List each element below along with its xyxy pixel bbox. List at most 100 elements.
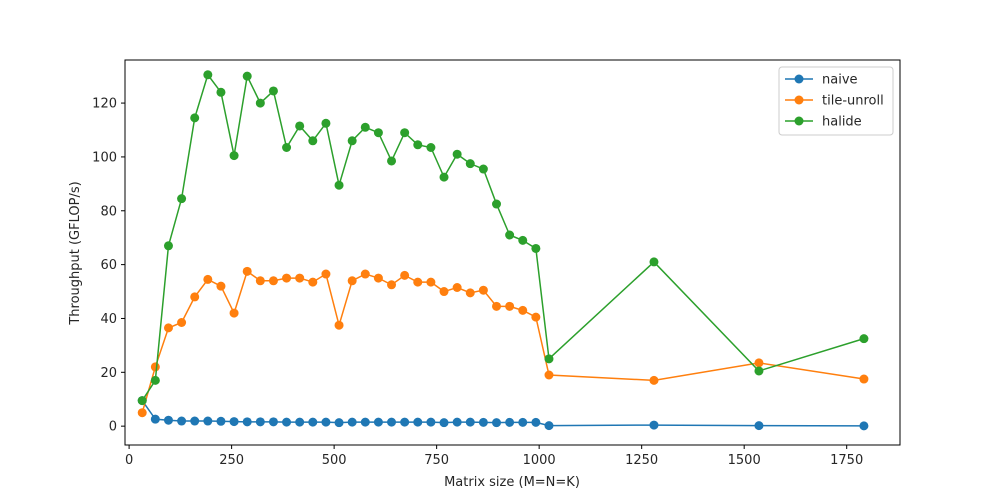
data-point-naive xyxy=(400,417,410,427)
legend-label: tile-unroll xyxy=(822,94,884,109)
data-point-tile-unroll xyxy=(465,288,475,298)
data-point-tile-unroll xyxy=(255,276,265,286)
data-point-halide xyxy=(360,122,370,132)
data-point-tile-unroll xyxy=(177,318,187,327)
y-tick-label: 60 xyxy=(100,258,117,273)
y-tick-label: 40 xyxy=(100,312,117,327)
data-point-halide xyxy=(754,366,764,376)
series-line-tile-unroll xyxy=(141,270,865,413)
data-point-tile-unroll xyxy=(190,292,200,302)
data-point-tile-unroll xyxy=(373,273,383,283)
data-point-halide xyxy=(531,243,541,253)
data-point-halide xyxy=(544,354,554,364)
data-point-tile-unroll xyxy=(150,362,160,372)
x-tick-label: 750 xyxy=(424,453,449,468)
data-point-naive xyxy=(177,416,187,426)
data-point-naive xyxy=(347,417,357,427)
data-point-naive xyxy=(373,417,383,427)
data-point-halide xyxy=(492,199,502,209)
data-point-tile-unroll xyxy=(859,374,869,384)
data-point-halide xyxy=(518,235,528,245)
data-point-tile-unroll xyxy=(242,266,252,276)
x-axis-title: Matrix size (M=N=K) xyxy=(444,475,580,490)
x-tick-label: 250 xyxy=(219,453,244,468)
data-point-halide xyxy=(347,136,357,146)
data-point-naive xyxy=(334,418,344,428)
data-point-naive xyxy=(413,417,423,427)
data-point-naive xyxy=(465,417,475,427)
data-point-naive xyxy=(439,418,449,428)
data-point-tile-unroll xyxy=(413,277,423,287)
y-tick-label: 20 xyxy=(100,366,117,381)
data-point-tile-unroll xyxy=(308,277,318,287)
data-point-halide xyxy=(255,98,265,108)
series-tile-unroll xyxy=(137,266,869,418)
legend-marker xyxy=(794,95,804,105)
data-point-halide xyxy=(163,241,173,251)
data-point-naive xyxy=(268,417,278,427)
data-point-tile-unroll xyxy=(387,280,397,290)
data-point-naive xyxy=(544,421,554,431)
legend-box xyxy=(778,66,894,136)
x-tick-label: 1500 xyxy=(728,453,761,468)
data-point-halide xyxy=(387,156,397,166)
data-point-tile-unroll xyxy=(321,269,331,279)
data-point-halide xyxy=(505,230,515,240)
data-point-naive xyxy=(360,417,370,427)
data-point-naive xyxy=(505,417,515,427)
data-point-naive xyxy=(150,414,160,424)
y-tick-label: 120 xyxy=(92,97,117,112)
data-point-halide xyxy=(334,180,344,190)
data-point-tile-unroll xyxy=(137,408,147,418)
data-point-naive xyxy=(387,417,397,427)
data-point-tile-unroll xyxy=(229,308,239,318)
legend: naive tile-unroll halide xyxy=(778,66,894,136)
data-point-naive xyxy=(452,417,462,427)
x-tick-label: 1750 xyxy=(830,453,863,468)
legend-label: naive xyxy=(822,73,858,88)
data-point-tile-unroll xyxy=(400,270,410,280)
data-point-naive xyxy=(478,417,488,427)
data-point-tile-unroll xyxy=(163,323,173,333)
x-tick-label: 1250 xyxy=(625,453,658,468)
data-point-halide xyxy=(282,143,292,152)
data-point-halide xyxy=(413,140,423,150)
data-point-tile-unroll xyxy=(492,301,502,311)
data-point-tile-unroll xyxy=(478,285,488,295)
data-point-naive xyxy=(190,416,200,426)
data-point-tile-unroll xyxy=(754,358,764,368)
data-point-tile-unroll xyxy=(282,273,292,283)
data-point-halide xyxy=(242,71,252,81)
data-point-tile-unroll xyxy=(531,312,541,322)
data-point-halide xyxy=(439,172,449,182)
series-naive xyxy=(137,396,869,431)
data-point-naive xyxy=(492,418,502,428)
y-tick-label: 80 xyxy=(100,204,117,219)
data-point-halide xyxy=(308,136,318,146)
data-point-naive xyxy=(859,421,869,431)
y-tick-label: 100 xyxy=(92,150,117,165)
data-point-naive xyxy=(426,417,436,427)
data-point-tile-unroll xyxy=(334,320,344,330)
data-point-halide xyxy=(373,128,383,138)
data-point-halide xyxy=(465,159,475,169)
data-point-naive xyxy=(321,417,331,427)
legend-label: halide xyxy=(822,115,862,130)
data-point-tile-unroll xyxy=(360,269,370,279)
data-point-naive xyxy=(242,417,252,427)
data-point-tile-unroll xyxy=(505,301,515,311)
data-point-tile-unroll xyxy=(544,370,554,380)
data-point-tile-unroll xyxy=(203,274,213,284)
data-point-tile-unroll xyxy=(295,273,305,283)
series-line-halide xyxy=(141,73,865,401)
x-tick-label: 0 xyxy=(125,453,133,468)
data-point-halide xyxy=(649,257,659,267)
data-point-naive xyxy=(216,416,226,426)
y-tick-label: 0 xyxy=(109,420,117,435)
data-point-halide xyxy=(295,121,305,131)
data-point-naive xyxy=(203,416,213,426)
legend-item-halide: halide xyxy=(785,115,862,130)
data-point-naive xyxy=(308,417,318,427)
data-point-tile-unroll xyxy=(216,281,226,291)
